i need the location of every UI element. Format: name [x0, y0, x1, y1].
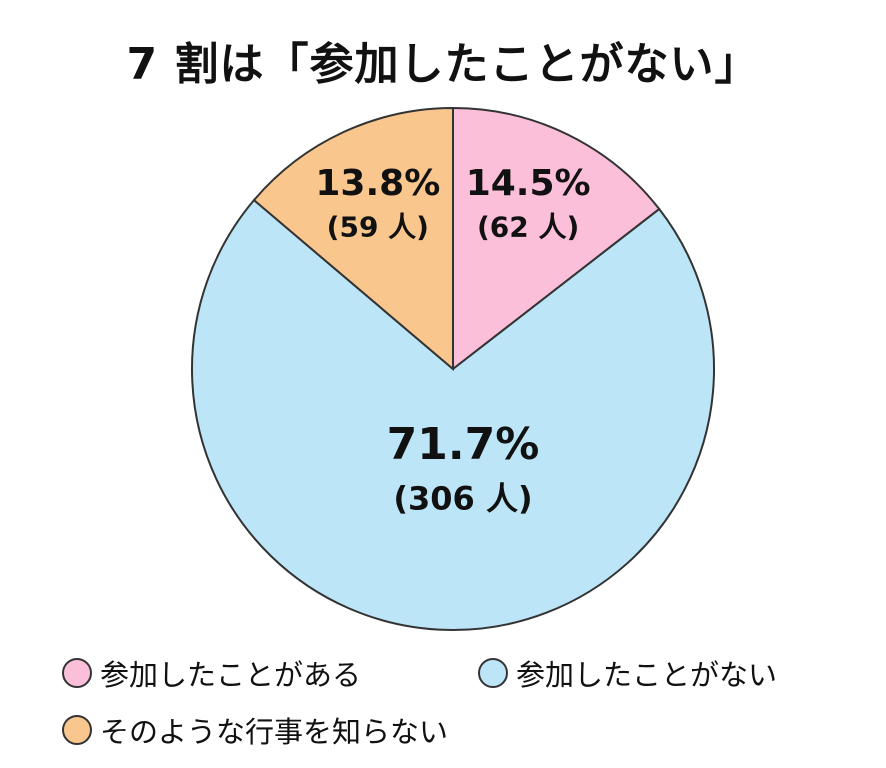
- legend-swatch-participated: [62, 658, 92, 688]
- legend-item-participated: 参加したことがある: [62, 652, 361, 694]
- legend-label-participated: 参加したことがある: [100, 658, 362, 692]
- slice-percent-label-participated: 14.5%: [466, 163, 591, 204]
- pie-slice-participated: [452, 106, 661, 372]
- slice-count-label-not-participated: (306 人): [393, 480, 532, 518]
- legend-label-not-participated: 参加したことがない: [516, 658, 778, 692]
- legend-label-unaware: そのような行事を知らない: [100, 715, 449, 749]
- slice-percent-label-unaware: 13.8%: [315, 163, 440, 204]
- legend-item-unaware: そのような行事を知らない: [62, 709, 448, 751]
- legend-swatch-unaware: [62, 715, 92, 745]
- slice-count-label-participated: (62 人): [477, 210, 579, 243]
- chart-title: 7 割は「参加したことがない」: [126, 39, 760, 90]
- legend-item-not-participated: 参加したことがない: [478, 652, 777, 694]
- slice-percent-label-not-participated: 71.7%: [387, 419, 540, 470]
- pie-slice-unaware: [252, 106, 454, 372]
- legend-swatch-not-participated: [478, 658, 508, 688]
- slice-count-label-unaware: (59 人): [327, 210, 429, 243]
- pie-slice-not-participated: [191, 198, 715, 631]
